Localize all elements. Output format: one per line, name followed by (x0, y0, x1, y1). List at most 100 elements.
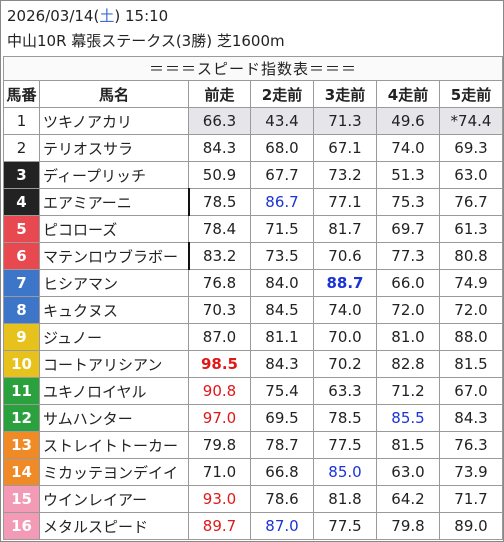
speed-index-value: 78.7 (250, 431, 314, 459)
speed-index-value: 79.8 (188, 431, 251, 459)
speed-index-table: ＝＝＝スピード指数表＝＝＝ 馬番 馬名 前走 2走前 3走前 4走前 5走前 1… (3, 56, 503, 540)
speed-index-value: 78.4 (188, 215, 251, 243)
horse-number: 4 (3, 188, 40, 216)
col-header-last: 前走 (188, 80, 251, 108)
speed-index-value: 63.0 (376, 458, 440, 486)
speed-index-value: 89.0 (439, 512, 503, 540)
speed-index-value: 86.7 (250, 188, 314, 216)
speed-index-value: 84.3 (439, 404, 503, 432)
table-title: ＝＝＝スピード指数表＝＝＝ (3, 56, 503, 81)
table-row: 4 エアミアーニ 78.5 86.7 77.1 75.3 76.7 (3, 188, 503, 216)
horse-number: 3 (3, 161, 40, 189)
speed-index-value: 75.3 (376, 188, 440, 216)
race-date: 2026/03/14 (7, 7, 94, 25)
speed-index-value: 66.0 (376, 269, 440, 297)
horse-number: 5 (3, 215, 40, 243)
speed-index-value: 87.0 (250, 512, 314, 540)
speed-index-value: 75.4 (250, 377, 314, 405)
speed-index-value: 73.2 (313, 161, 377, 189)
speed-index-value: 81.8 (313, 485, 377, 513)
col-header-name: 馬名 (39, 80, 189, 108)
horse-name: ストレイトトーカー (39, 431, 189, 459)
speed-index-value: 70.0 (313, 323, 377, 351)
table-row: 13 ストレイトトーカー 79.8 78.7 77.5 81.5 76.3 (3, 431, 503, 459)
col-header-3back: 3走前 (313, 80, 377, 108)
speed-index-value: 76.7 (439, 188, 503, 216)
speed-index-value: 76.3 (439, 431, 503, 459)
speed-index-value: 85.5 (376, 404, 440, 432)
speed-index-value: 51.3 (376, 161, 440, 189)
horse-name: サムハンター (39, 404, 189, 432)
speed-index-value: 98.5 (188, 350, 251, 378)
speed-index-value: 66.3 (188, 107, 251, 135)
table-row: 14 ミカッテヨンデイイ 71.0 66.8 85.0 63.0 73.9 (3, 458, 503, 486)
horse-name: マテンロウブラボー (39, 242, 190, 270)
speed-index-value: 63.3 (313, 377, 377, 405)
speed-index-value: 71.2 (376, 377, 440, 405)
horse-number: 1 (3, 107, 40, 135)
table-row: 15 ウインレイアー 93.0 78.6 81.8 64.2 71.7 (3, 485, 503, 513)
horse-number: 12 (3, 404, 40, 432)
speed-index-value: 69.5 (250, 404, 314, 432)
speed-index-value: 76.8 (188, 269, 251, 297)
table-row: 6 マテンロウブラボー 83.2 73.5 70.6 77.3 80.8 (3, 242, 503, 270)
speed-index-value: 71.0 (188, 458, 251, 486)
table-row: 10 コートアリシアン 98.5 84.3 70.2 82.8 81.5 (3, 350, 503, 378)
speed-index-value: 66.8 (250, 458, 314, 486)
weekday-close: ) (114, 7, 121, 25)
speed-index-value: 78.5 (313, 404, 377, 432)
horse-name: ミカッテヨンデイイ (39, 458, 189, 486)
table-row: 9 ジュノー 87.0 81.1 70.0 81.0 88.0 (3, 323, 503, 351)
col-header-2back: 2走前 (250, 80, 314, 108)
horse-name: エアミアーニ (39, 188, 190, 216)
horse-name: ヒシアマン (39, 269, 189, 297)
race-title: 中山10R 幕張ステークス(3勝) 芝1600m (7, 32, 285, 50)
speed-index-value: 74.9 (439, 269, 503, 297)
speed-index-value: *74.4 (439, 107, 503, 135)
speed-index-value: 84.3 (188, 134, 251, 162)
table-row: 11 ユキノロイヤル 90.8 75.4 63.3 71.2 67.0 (3, 377, 503, 405)
speed-index-value: 85.0 (313, 458, 377, 486)
speed-index-value: 64.2 (376, 485, 440, 513)
horse-number: 2 (3, 134, 40, 162)
speed-index-value: 84.3 (250, 350, 314, 378)
speed-index-value: 71.7 (439, 485, 503, 513)
table-row: 8 キュクヌス 70.3 84.5 74.0 72.0 72.0 (3, 296, 503, 324)
speed-index-value: 84.0 (250, 269, 314, 297)
horse-name: ユキノロイヤル (39, 377, 189, 405)
speed-index-value: 97.0 (188, 404, 251, 432)
speed-index-value: 70.6 (313, 242, 377, 270)
horse-name: ウインレイアー (39, 485, 189, 513)
speed-index-value: 89.7 (188, 512, 251, 540)
horse-number: 9 (3, 323, 40, 351)
race-time: 15:10 (124, 7, 169, 25)
race-datetime: 2026/03/14(土) 15:10 (7, 6, 168, 26)
speed-index-value: 77.3 (376, 242, 440, 270)
speed-index-value: 61.3 (439, 215, 503, 243)
speed-index-value: 71.3 (313, 107, 377, 135)
table-row: 16 メタルスピード 89.7 87.0 77.5 79.8 89.0 (3, 512, 503, 540)
speed-index-value: 81.7 (313, 215, 377, 243)
table-row: 2 テリオスサラ 84.3 68.0 67.1 74.0 69.3 (3, 134, 503, 162)
speed-index-value: 81.5 (376, 431, 440, 459)
horse-number: 15 (3, 485, 40, 513)
speed-index-value: 88.7 (313, 269, 377, 297)
speed-index-value: 69.7 (376, 215, 440, 243)
speed-index-value: 49.6 (376, 107, 440, 135)
speed-index-value: 73.9 (439, 458, 503, 486)
table-row: 12 サムハンター 97.0 69.5 78.5 85.5 84.3 (3, 404, 503, 432)
horse-name: メタルスピード (39, 512, 189, 540)
table-row: 3 ディープリッチ 50.9 67.7 73.2 51.3 63.0 (3, 161, 503, 189)
horse-number: 6 (3, 242, 40, 270)
speed-index-value: 68.0 (250, 134, 314, 162)
horse-name: キュクヌス (39, 296, 189, 324)
weekday-open: ( (93, 7, 100, 25)
speed-index-value: 83.2 (188, 242, 251, 270)
speed-index-value: 72.0 (439, 296, 503, 324)
speed-index-value: 82.8 (376, 350, 440, 378)
horse-name: コートアリシアン (39, 350, 189, 378)
col-header-number: 馬番 (3, 80, 40, 108)
horse-name: ジュノー (39, 323, 189, 351)
speed-index-value: 77.5 (313, 512, 377, 540)
